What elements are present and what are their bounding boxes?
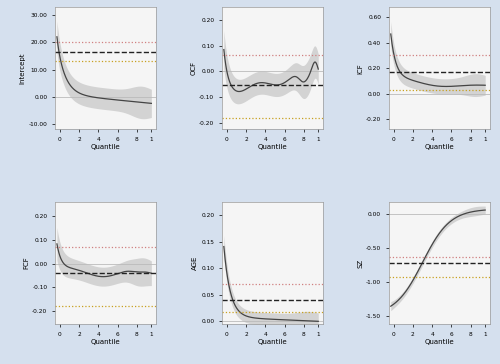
X-axis label: Quantile: Quantile [424,339,454,345]
X-axis label: Quantile: Quantile [424,145,454,150]
X-axis label: Quantile: Quantile [258,145,288,150]
Y-axis label: AGE: AGE [192,256,198,270]
X-axis label: Quantile: Quantile [91,339,120,345]
Y-axis label: SZ: SZ [357,258,363,268]
X-axis label: Quantile: Quantile [91,145,120,150]
Y-axis label: FCF: FCF [24,257,30,269]
Y-axis label: Intercept: Intercept [20,52,26,84]
Y-axis label: OCF: OCF [190,61,196,75]
Y-axis label: ICF: ICF [357,63,363,74]
X-axis label: Quantile: Quantile [258,339,288,345]
